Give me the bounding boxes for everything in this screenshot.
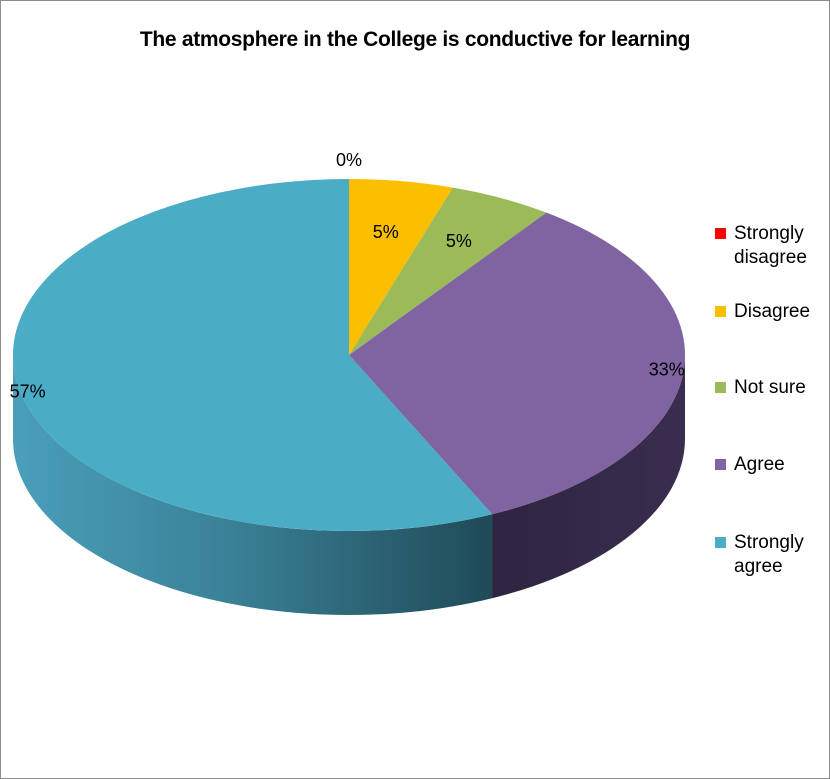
- legend-item-not-sure: Not sure: [715, 376, 829, 400]
- legend-label: Agree: [734, 454, 785, 475]
- pie-side-strongly-agree: [13, 355, 493, 615]
- legend-item-strongly-disagree: Strongly disagree: [715, 222, 829, 270]
- legend-item-strongly-agree: Strongly agree: [715, 531, 829, 579]
- legend-swatch: [715, 537, 726, 548]
- legend-label: Not sure: [734, 377, 806, 398]
- legend-item-disagree: Disagree: [715, 300, 829, 324]
- legend-swatch: [715, 306, 726, 317]
- legend-swatch: [715, 459, 726, 470]
- data-label-disagree: 5%: [373, 222, 399, 242]
- chart-title: The atmosphere in the College is conduct…: [139, 28, 691, 51]
- data-label-strongly-disagree: 0%: [336, 150, 362, 170]
- data-label-not-sure: 5%: [446, 231, 472, 251]
- pie-slice-strongly-agree: [13, 179, 493, 531]
- pie-side-agree: [492, 355, 685, 599]
- data-label-strongly-agree: 57%: [10, 381, 46, 401]
- legend-swatch: [715, 382, 726, 393]
- pie-slice-not-sure: [349, 187, 547, 355]
- pie-slice-agree: [349, 212, 685, 515]
- legend-swatch: [715, 228, 726, 239]
- data-label-agree: 33%: [649, 359, 685, 379]
- legend-label: Strongly agree: [734, 532, 804, 577]
- legend-item-agree: Agree: [715, 453, 829, 477]
- pie-slice-disagree: [349, 179, 453, 355]
- legend-label: Disagree: [734, 301, 811, 322]
- legend-label: Strongly disagree: [734, 223, 807, 268]
